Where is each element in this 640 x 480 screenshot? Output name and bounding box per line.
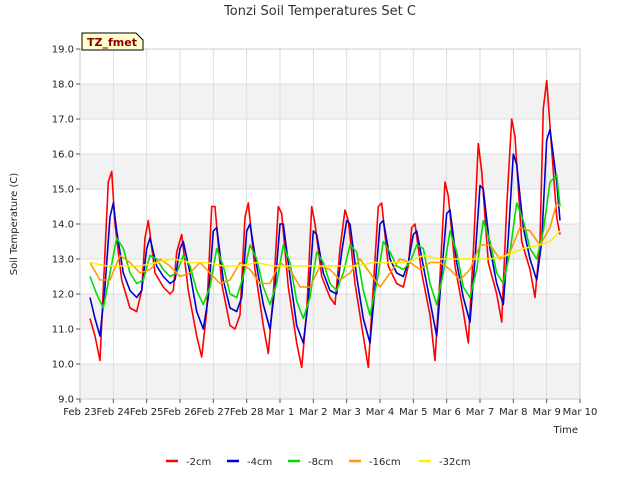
legend-label: -2cm [186, 457, 211, 468]
x-tick-label: Mar 9 [532, 407, 560, 418]
chart-title: Tonzi Soil Temperatures Set C [223, 4, 416, 19]
series-line-4cm [89, 128, 561, 344]
x-axis-title: Time [553, 425, 578, 436]
plot-band [80, 329, 580, 364]
y-tick-label: 9.0 [58, 395, 74, 406]
y-tick-label: 14.0 [52, 220, 74, 231]
x-tick-label: Mar 6 [432, 407, 460, 418]
plot-background [80, 49, 580, 399]
x-tick-label: Feb 24 [97, 407, 131, 418]
legend-label: -8cm [308, 457, 333, 468]
plot-band [80, 189, 580, 224]
site-label-shape [81, 32, 144, 51]
x-tick-label: Feb 27 [197, 407, 231, 418]
y-tick-label: 12.0 [52, 290, 74, 301]
y-tick-label: 11.0 [52, 325, 74, 336]
legend-label: -16cm [369, 457, 401, 468]
y-tick-label: 19.0 [52, 45, 74, 56]
legend-label: -4cm [247, 457, 272, 468]
site-label-text: TZ_fmet [87, 36, 137, 49]
plot-band [80, 154, 580, 189]
x-tick-label: Mar 1 [266, 407, 294, 418]
x-tick-label: Feb 23 [63, 407, 97, 418]
site-label-box: TZ_fmet [81, 32, 144, 51]
y-tick-label: 15.0 [52, 185, 74, 196]
series-line-2cm [89, 79, 561, 369]
y-tick-label: 17.0 [52, 115, 74, 126]
plot-band [80, 84, 580, 119]
plot-band [80, 364, 580, 399]
x-tick-label: Mar 7 [466, 407, 494, 418]
series-line-32cm [89, 230, 561, 267]
x-tick-label: Feb 25 [130, 407, 164, 418]
x-tick-label: Mar 5 [399, 407, 427, 418]
x-tick-label: Mar 4 [366, 407, 394, 418]
series-lines [89, 79, 561, 369]
legend: -2cm -4cm -8cm -16cm -32cm [166, 457, 471, 468]
x-tick-label: Feb 28 [230, 407, 264, 418]
y-tick-label: 13.0 [52, 255, 74, 266]
x-tick-label: Mar 10 [563, 407, 598, 418]
x-tick-label: Mar 3 [332, 407, 360, 418]
x-axis-ticks: Feb 23 Feb 24 Feb 25 Feb 26 Feb 27 Feb 28 Mar … [63, 399, 597, 418]
plot-band [80, 294, 580, 329]
x-tick-label: Mar 8 [499, 407, 527, 418]
plot-band [80, 119, 580, 154]
legend-label: -32cm [439, 457, 471, 468]
series-line-8cm [89, 174, 561, 320]
x-tick-label: Mar 2 [299, 407, 327, 418]
y-axis-title: Soil Temperature (C) [9, 173, 20, 276]
y-tick-label: 10.0 [52, 360, 74, 371]
series-line-16cm [89, 202, 561, 288]
x-tick-label: Feb 26 [163, 407, 197, 418]
plot-band [80, 49, 580, 84]
y-axis-ticks: 9.0 10.0 11.0 12.0 13.0 14.0 15.0 16.0 17.0 18.0 1… [52, 45, 80, 406]
y-tick-label: 16.0 [52, 150, 74, 161]
y-tick-label: 18.0 [52, 80, 74, 91]
